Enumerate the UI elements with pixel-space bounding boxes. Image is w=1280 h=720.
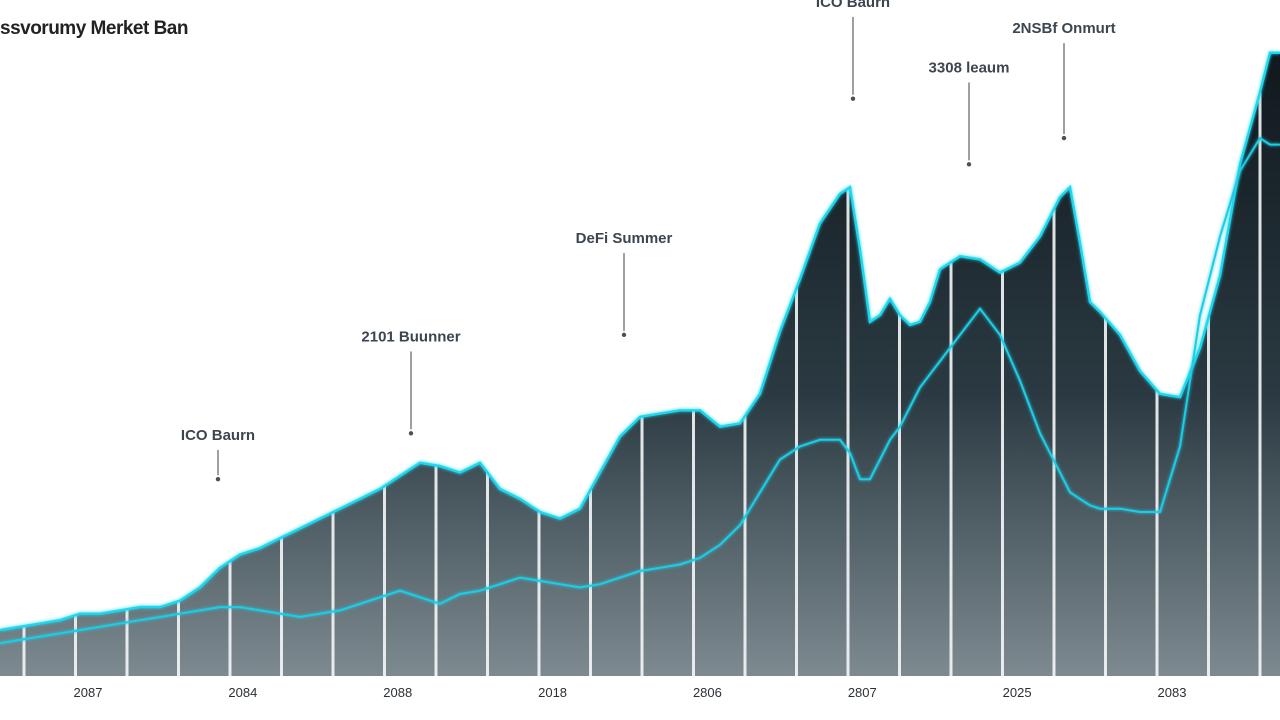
annotation-label: ICO Baurn (181, 427, 255, 444)
annotation-label: DeFi Summer (576, 230, 673, 247)
annotation-label: 2NSBf Onmurt (1012, 20, 1115, 37)
series-line-secondary (0, 136, 1280, 645)
annotation-dot (215, 477, 221, 482)
annotations: ICO Baurn 2101 Buunner DeFi Summer ICO Baur… (181, 0, 1116, 482)
annotation-label: 3308 leaum (929, 59, 1010, 76)
x-tick-label: 2083 (1158, 685, 1187, 700)
annotation-dot (408, 431, 414, 436)
annotation-dot (850, 96, 856, 101)
annotation-label: 2101 Buunner (361, 328, 460, 345)
area-layer (0, 52, 1280, 677)
x-tick-label: 2084 (228, 685, 257, 700)
vertical-gridlines (22, 92, 1262, 676)
chart-title: ssvorumy Merket Ban (0, 18, 188, 39)
annotation-label: ICO Baurn (816, 0, 890, 11)
market-cap-area (0, 52, 1280, 677)
series-line-primary (0, 51, 1280, 632)
annotation-dot (966, 162, 972, 167)
annotation-dot (621, 332, 627, 338)
x-tick-label: 2087 (74, 685, 103, 700)
annotation-dot (1061, 135, 1067, 141)
x-tick-label: 2806 (693, 685, 722, 700)
x-tick-label: 2088 (383, 685, 412, 700)
x-tick-label: 2025 (1003, 685, 1032, 700)
series-lines (0, 51, 1280, 645)
x-tick-label: 2018 (538, 685, 567, 700)
x-tick-label: 2807 (848, 685, 877, 700)
x-axis: 2087 2084 2088 2018 2806 2807 2025 2083 (74, 685, 1187, 700)
